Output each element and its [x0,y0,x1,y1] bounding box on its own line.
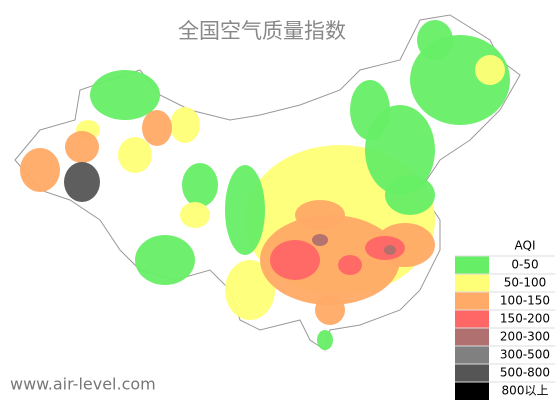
aqi-area [260,215,400,305]
watermark: www.air-level.com [10,375,156,394]
aqi-area [338,255,362,275]
legend-label: 150-200 [500,312,550,326]
aqi-area [475,55,505,85]
legend: AQI 0-50 50-100 100-150 150-200 200-300 300-5… [455,236,555,400]
aqi-area [225,165,265,255]
aqi-area [295,200,345,230]
legend-swatch [455,292,489,310]
legend-swatch [455,310,489,328]
aqi-area [312,234,328,246]
china-map [14,14,521,351]
aqi-area [64,162,100,202]
legend-swatch [455,346,489,364]
aqi-area [90,70,160,120]
legend-label: 200-300 [500,330,550,344]
legend-label: 50-100 [504,276,547,290]
aqi-area [135,235,195,285]
legend-swatch [455,256,489,274]
aqi-area [417,20,453,60]
aqi-area [315,295,345,325]
aqi-area [385,175,435,215]
legend-label: 800以上 [502,384,549,398]
legend-swatch [455,328,489,346]
aqi-area [170,107,200,143]
aqi-area [180,202,210,228]
legend-swatch [455,274,489,292]
aqi-area [384,245,396,255]
aqi-area [65,131,99,163]
legend-label: 0-50 [511,258,538,272]
aqi-area [350,80,390,140]
aqi-area [225,260,275,320]
aqi-area [317,330,333,350]
map-title: 全国空气质量指数 [178,19,346,43]
aqi-area [118,137,152,173]
legend-swatch [455,382,489,400]
legend-label: 500-800 [500,366,550,380]
aqi-area [20,148,60,192]
legend-label: 100-150 [500,294,550,308]
legend-title: AQI [515,239,536,253]
aqi-areas [20,20,510,350]
aqi-area [182,163,218,207]
legend-label: 300-500 [500,348,550,362]
aqi-area [270,240,320,280]
legend-swatch [455,364,489,382]
aqi-area [142,110,172,146]
